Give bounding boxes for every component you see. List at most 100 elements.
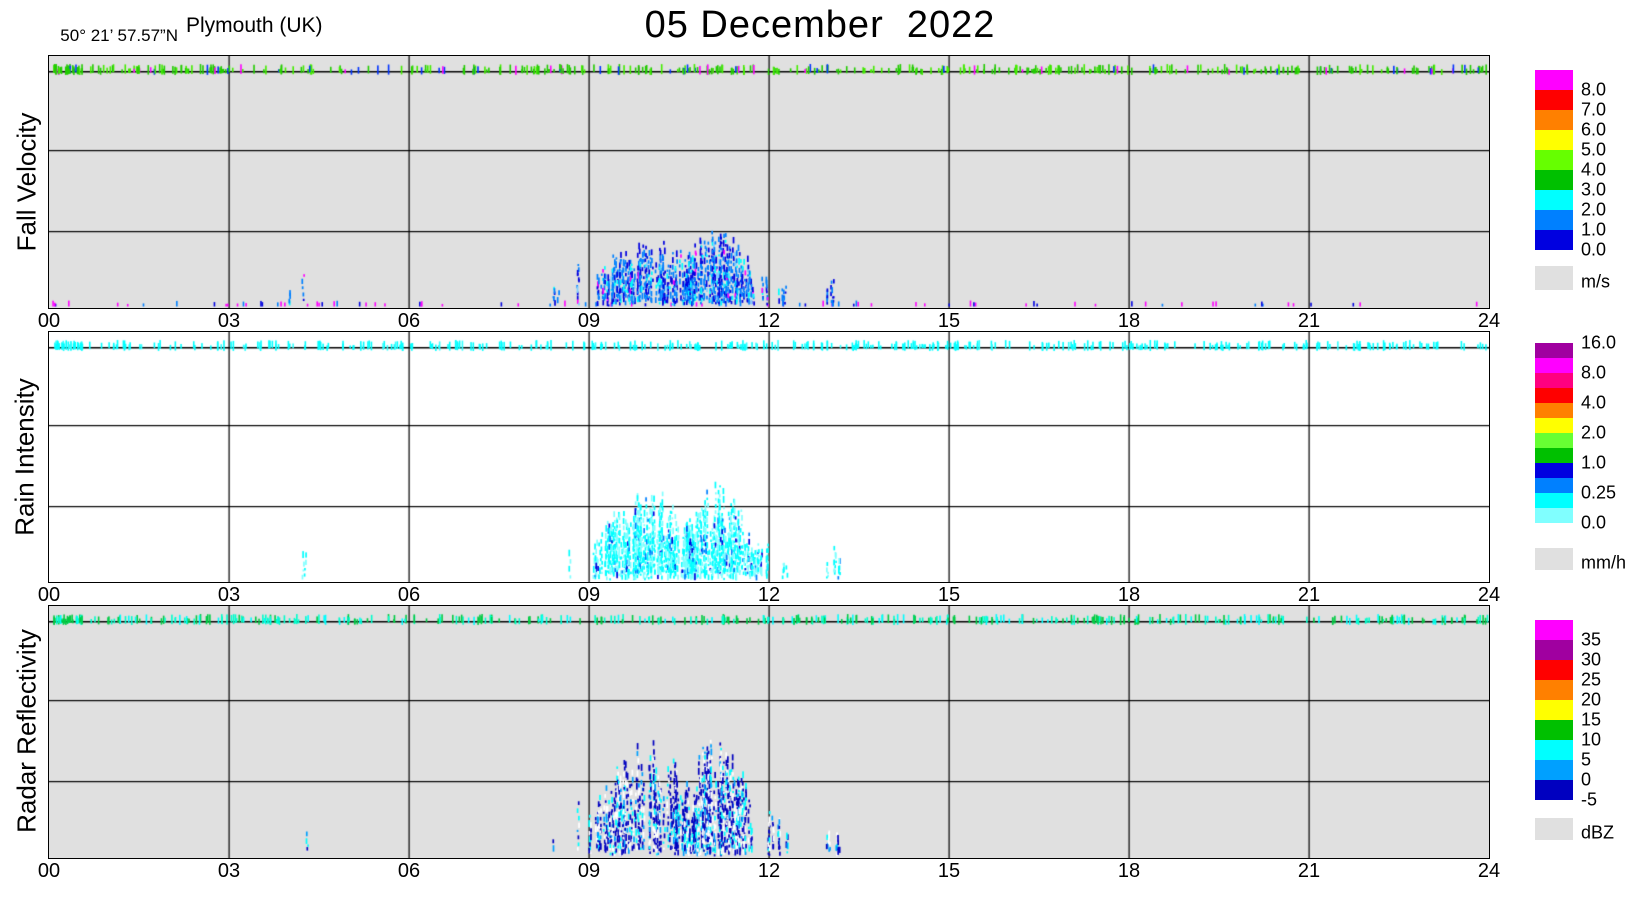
legend-color-swatch	[1535, 403, 1573, 418]
x-tick-label: 03	[217, 310, 241, 332]
x-tick-label: 06	[397, 310, 421, 332]
x-tick-label: 24	[1477, 310, 1501, 332]
legend-value-label: 16.0	[1581, 332, 1617, 353]
page-title: 05 December 2022	[644, 4, 996, 46]
legend-value-label: 0	[1581, 769, 1592, 790]
legend-color-swatch	[1535, 358, 1573, 373]
x-tick-label: 09	[577, 310, 601, 332]
x-tick-label: 24	[1477, 860, 1501, 882]
legend-value-label: 5	[1581, 749, 1592, 770]
legend-value-label: -5	[1581, 789, 1598, 810]
legend-value-label: 6.0	[1581, 119, 1607, 140]
legend-color-swatch	[1535, 740, 1573, 760]
legend-color-swatch	[1535, 130, 1573, 150]
legend-unit-label: mm/h	[1581, 552, 1626, 573]
x-tick-label: 21	[1297, 310, 1321, 332]
radar-reflectivity-plot	[49, 606, 1489, 858]
legend-value-label: 2.0	[1581, 199, 1607, 220]
legend-color-swatch	[1535, 620, 1573, 640]
legend-value-label: 20	[1581, 689, 1602, 710]
latitude-text: 50° 21’ 57.57”N	[60, 26, 178, 45]
x-tick-label: 00	[37, 860, 61, 882]
fall-velocity-time-axis: 00 03 06 09 12 15 18 21 24	[38, 310, 1500, 334]
legend-value-label: 0.25	[1581, 482, 1617, 503]
legend-color-swatch	[1535, 700, 1573, 720]
radar-reflectivity-panel	[48, 605, 1490, 859]
legend-color-swatch	[1535, 448, 1573, 463]
legend-value-label: 10	[1581, 729, 1602, 750]
legend-color-swatch	[1535, 343, 1573, 358]
legend-value-label: 4.0	[1581, 392, 1607, 413]
x-tick-label: 12	[757, 310, 781, 332]
legend-value-label: 4.0	[1581, 159, 1607, 180]
x-tick-label: 21	[1297, 860, 1321, 882]
legend-color-swatch	[1535, 433, 1573, 448]
fall-velocity-legend: 8.0 7.0 6.0 5.0 4.0 3.0 2.0 1.0 0.0 m/s	[1535, 70, 1640, 320]
legend-value-label: 3.0	[1581, 179, 1607, 200]
legend-color-swatch	[1535, 660, 1573, 680]
station-name: Plymouth (UK)	[186, 14, 323, 37]
legend-color-swatch	[1535, 478, 1573, 493]
legend-nodata-swatch	[1535, 266, 1573, 290]
radar-reflectivity-legend: 35 30 25 20 15 10 5 0 -5 dBZ	[1535, 620, 1640, 870]
legend-color-swatch	[1535, 640, 1573, 660]
legend-color-swatch	[1535, 780, 1573, 800]
legend-color-swatch	[1535, 230, 1573, 250]
legend-color-swatch	[1535, 418, 1573, 433]
legend-value-label: 0.0	[1581, 512, 1607, 533]
x-tick-label: 00	[37, 584, 61, 606]
x-tick-label: 15	[937, 860, 961, 882]
x-tick-label: 09	[577, 584, 601, 606]
legend-value-label: 5.0	[1581, 139, 1607, 160]
legend-value-label: 25	[1581, 669, 1602, 690]
x-tick-label: 03	[217, 584, 241, 606]
legend-color-swatch	[1535, 170, 1573, 190]
legend-nodata-swatch	[1535, 818, 1573, 840]
fall-velocity-plot	[49, 56, 1489, 308]
x-tick-label: 06	[397, 860, 421, 882]
legend-value-label: 1.0	[1581, 452, 1607, 473]
legend-color-swatch	[1535, 760, 1573, 780]
legend-value-label: 1.0	[1581, 219, 1607, 240]
legend-color-swatch	[1535, 463, 1573, 478]
legend-color-swatch	[1535, 508, 1573, 523]
legend-value-label: 0.0	[1581, 239, 1607, 260]
legend-value-label: 8.0	[1581, 362, 1607, 383]
x-tick-label: 00	[37, 310, 61, 332]
radar-reflectivity-time-axis: 00 03 06 09 12 15 18 21 24	[38, 860, 1500, 884]
x-tick-label: 18	[1117, 860, 1141, 882]
legend-value-label: 8.0	[1581, 79, 1607, 100]
x-tick-label: 18	[1117, 584, 1141, 606]
x-tick-label: 06	[397, 584, 421, 606]
x-tick-label: 12	[757, 860, 781, 882]
x-tick-label: 15	[937, 310, 961, 332]
x-tick-label: 09	[577, 860, 601, 882]
legend-color-swatch	[1535, 70, 1573, 90]
rain-intensity-legend: 16.0 8.0 4.0 2.0 1.0 0.25 0.0 mm/h	[1535, 333, 1640, 600]
legend-color-swatch	[1535, 210, 1573, 230]
legend-color-swatch	[1535, 90, 1573, 110]
legend-unit-label: m/s	[1581, 271, 1610, 292]
legend-color-swatch	[1535, 150, 1573, 170]
x-tick-label: 24	[1477, 584, 1501, 606]
x-tick-label: 03	[217, 860, 241, 882]
rain-intensity-time-axis: 00 03 06 09 12 15 18 21 24	[38, 584, 1500, 608]
rain-intensity-plot	[49, 332, 1489, 582]
fall-velocity-panel	[48, 55, 1490, 309]
x-tick-label: 12	[757, 584, 781, 606]
legend-value-label: 35	[1581, 629, 1602, 650]
legend-color-swatch	[1535, 720, 1573, 740]
legend-value-label: 7.0	[1581, 99, 1607, 120]
legend-value-label: 15	[1581, 709, 1602, 730]
legend-color-swatch	[1535, 110, 1573, 130]
legend-color-swatch	[1535, 493, 1573, 508]
legend-color-swatch	[1535, 373, 1573, 388]
legend-value-label: 2.0	[1581, 422, 1607, 443]
x-tick-label: 15	[937, 584, 961, 606]
x-tick-label: 21	[1297, 584, 1321, 606]
x-tick-label: 18	[1117, 310, 1141, 332]
legend-color-swatch	[1535, 388, 1573, 403]
rain-intensity-panel	[48, 331, 1490, 583]
legend-color-swatch	[1535, 680, 1573, 700]
legend-value-label: 30	[1581, 649, 1602, 670]
